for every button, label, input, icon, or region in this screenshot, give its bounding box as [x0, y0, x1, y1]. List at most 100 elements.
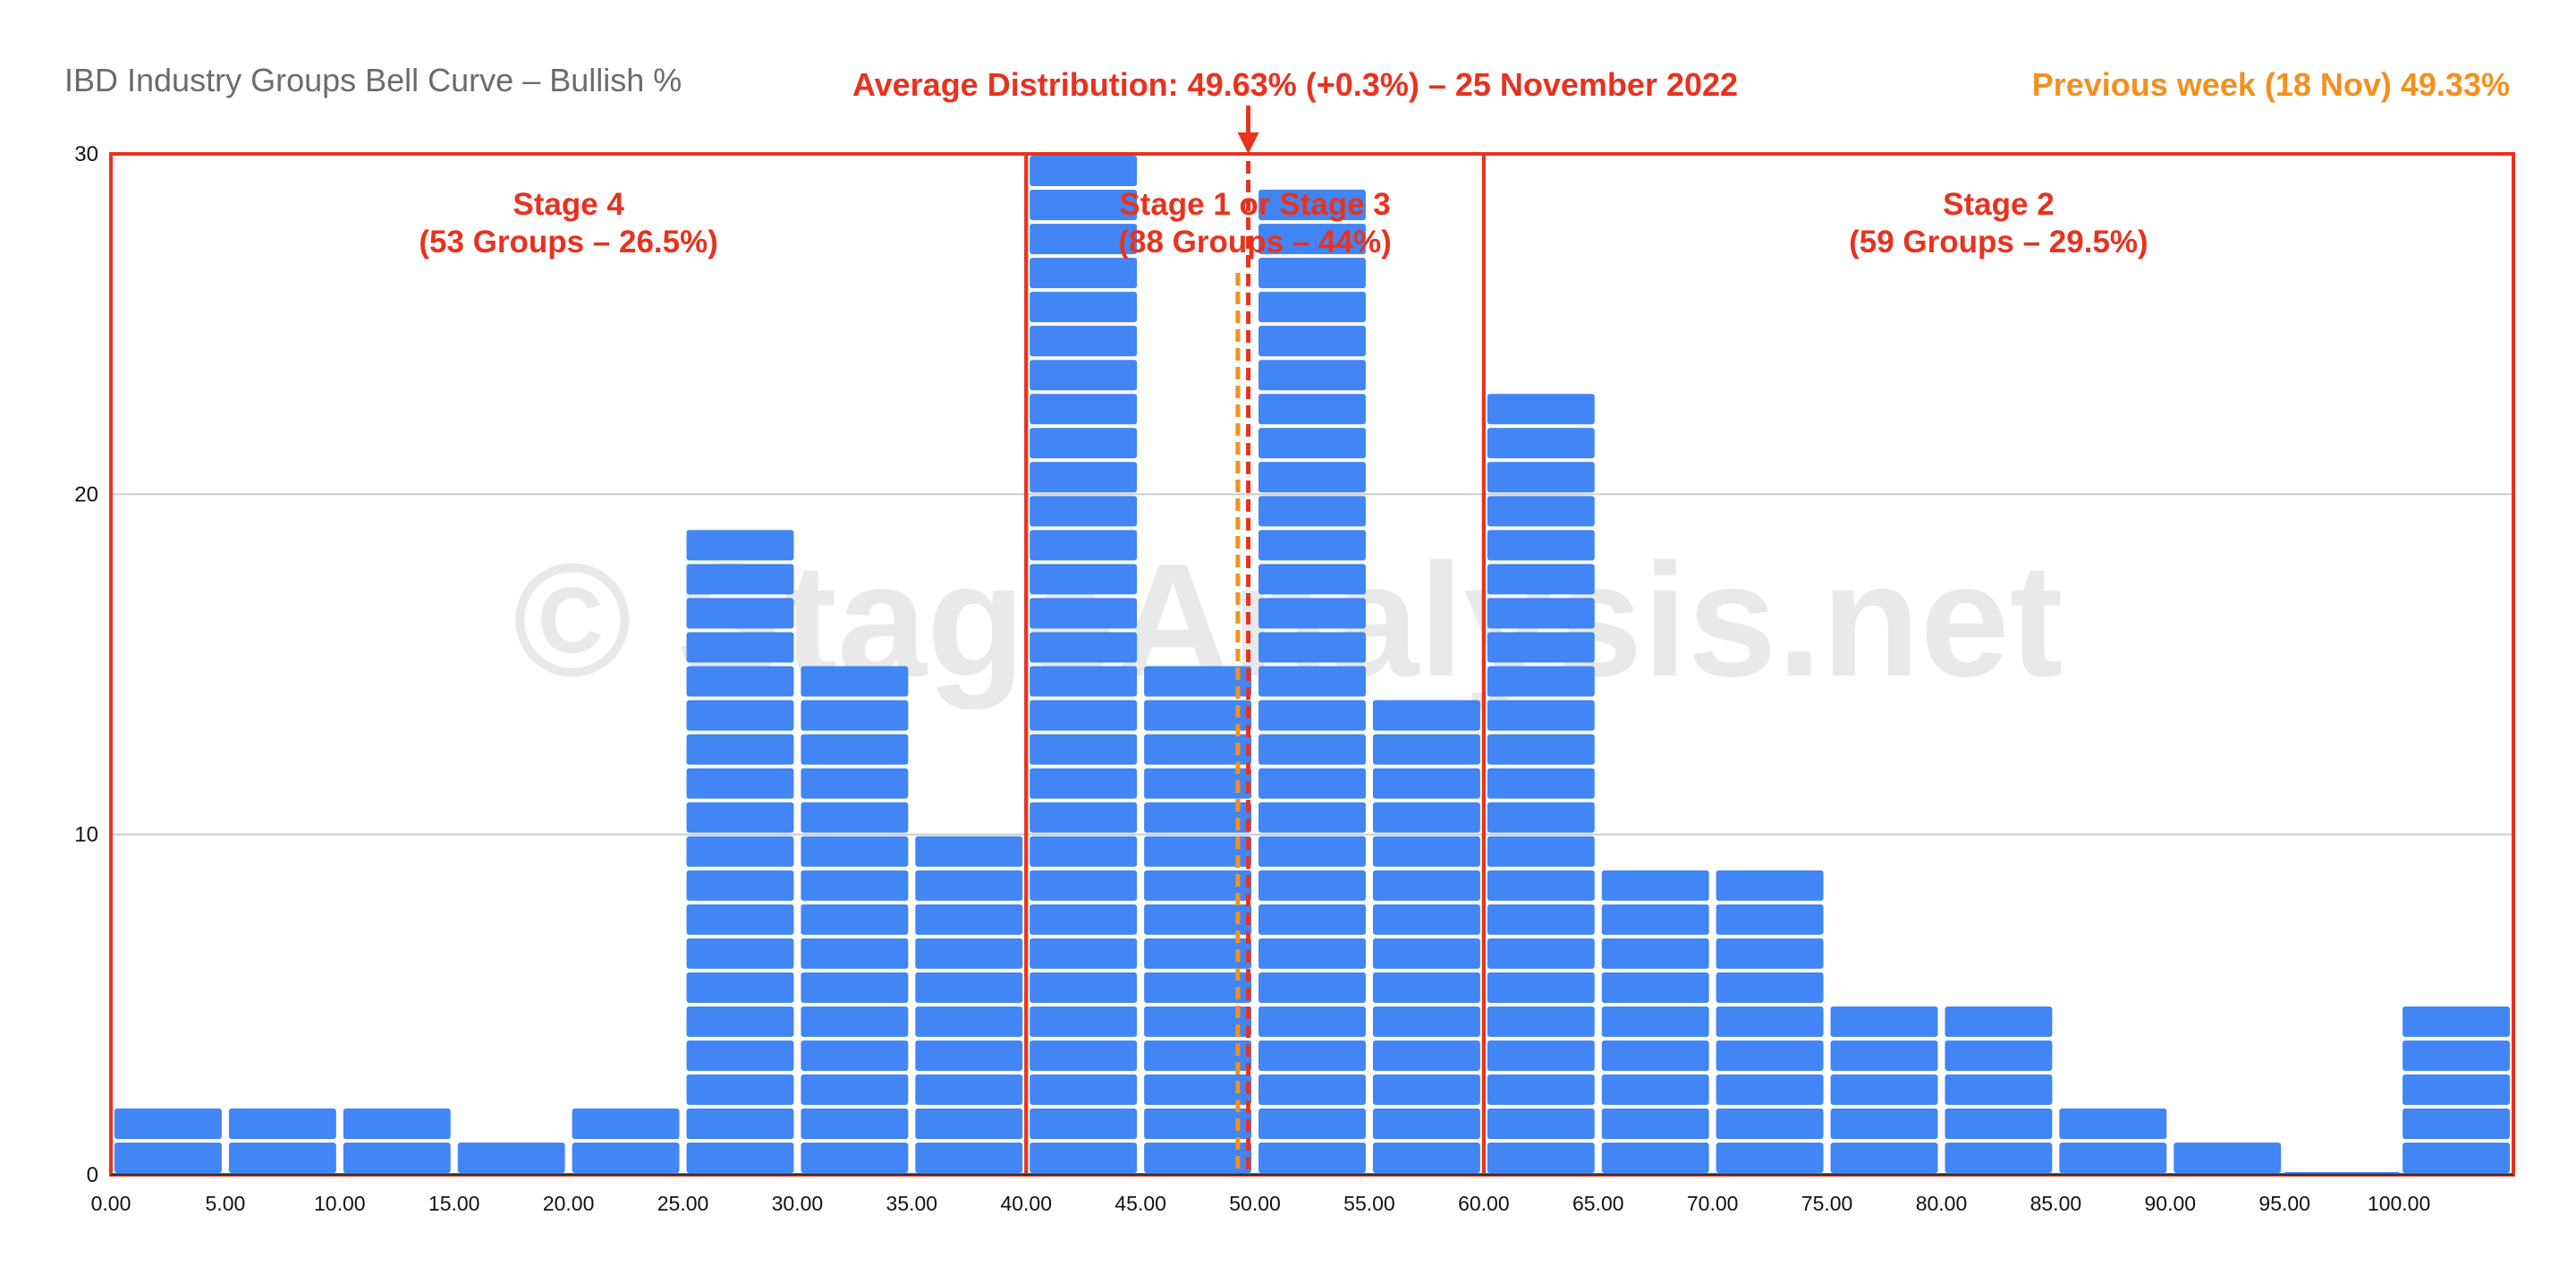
- histogram-bar-cell: [1030, 530, 1138, 561]
- histogram-bar-cell: [1716, 938, 1824, 969]
- histogram-bar-cell: [1487, 1074, 1595, 1105]
- histogram-bar-cell: [2402, 1040, 2510, 1071]
- histogram-bar-cell: [1258, 360, 1366, 391]
- histogram-bar: [1487, 394, 1595, 1173]
- histogram-bar-cell: [343, 1142, 451, 1173]
- histogram-bar-cell: [1601, 1040, 1709, 1071]
- histogram-bar: [343, 1108, 451, 1173]
- histogram-bar-cell: [1716, 904, 1824, 935]
- histogram-bar: [1830, 1006, 1938, 1173]
- histogram-bar-cell: [686, 598, 794, 629]
- histogram-bar-cell: [1372, 972, 1480, 1003]
- histogram-bar-cell: [1487, 564, 1595, 595]
- histogram-bar-cell: [1030, 972, 1138, 1003]
- histogram-bar-cell: [2059, 1142, 2167, 1173]
- histogram-bar-cell: [1030, 768, 1138, 799]
- histogram-bar-cell: [801, 1074, 909, 1105]
- histogram-bar-cell: [1144, 972, 1252, 1003]
- histogram-bar-cell: [1372, 734, 1480, 765]
- stage-detail-label: (53 Groups – 26.5%): [419, 225, 718, 259]
- histogram-bar-cell: [1601, 870, 1709, 901]
- histogram-bar-cell: [1258, 1040, 1366, 1071]
- histogram-bar-cell: [801, 802, 909, 833]
- histogram-bar-cell: [2059, 1108, 2167, 1139]
- histogram-bar-cell: [1487, 734, 1595, 765]
- x-tick-label: 75.00: [1801, 1192, 1853, 1215]
- histogram-bar-cell: [1030, 462, 1138, 493]
- histogram-bar-cell: [1487, 1006, 1595, 1037]
- histogram-bar: [2059, 1108, 2167, 1173]
- histogram-bar-cell: [1144, 1040, 1252, 1071]
- histogram-bar-cell: [686, 904, 794, 935]
- histogram-bar-cell: [801, 1108, 909, 1139]
- histogram-bar-cell: [1372, 1108, 1480, 1139]
- x-tick-label: 85.00: [2030, 1192, 2082, 1215]
- x-tick-label: 80.00: [1916, 1192, 1968, 1215]
- stage-detail-label: (88 Groups – 44%): [1118, 225, 1391, 259]
- histogram-bar-cell: [686, 1108, 794, 1139]
- histogram-bar-cell: [1487, 462, 1595, 493]
- y-tick-label: 10: [74, 823, 98, 847]
- histogram-bar-cell: [915, 904, 1023, 935]
- histogram-bar-cell: [1487, 496, 1595, 527]
- histogram-bar-cell: [915, 1040, 1023, 1071]
- chart-title: IBD Industry Groups Bell Curve – Bullish…: [64, 62, 682, 98]
- x-tick-label: 35.00: [886, 1192, 938, 1215]
- histogram-bar-cell: [1258, 972, 1366, 1003]
- histogram-bar-cell: [801, 1142, 909, 1173]
- histogram-bar: [1716, 870, 1824, 1173]
- histogram-bar-cell: [572, 1108, 680, 1139]
- histogram-bar-cell: [1258, 598, 1366, 629]
- histogram-bar-cell: [1487, 768, 1595, 799]
- histogram-bar-cell: [1030, 190, 1138, 221]
- x-tick-label: 70.00: [1687, 1192, 1739, 1215]
- x-tick-label: 65.00: [1572, 1192, 1624, 1215]
- histogram-bar-cell: [1144, 1108, 1252, 1139]
- histogram-bar-cell: [801, 1040, 909, 1071]
- histogram-bar: [228, 1108, 336, 1173]
- histogram-bar-cell: [1030, 394, 1138, 425]
- histogram-bar-cell: [1030, 802, 1138, 833]
- x-tick-label: 100.00: [2368, 1192, 2430, 1215]
- x-tick-label: 50.00: [1229, 1192, 1281, 1215]
- histogram-bar-cell: [114, 1108, 222, 1139]
- histogram-bar-cell: [1487, 1040, 1595, 1071]
- histogram-bar-cell: [1372, 1074, 1480, 1105]
- histogram-bar-cell: [1144, 734, 1252, 765]
- histogram-bar-cell: [1372, 1040, 1480, 1071]
- histogram-bar-cell: [1372, 836, 1480, 867]
- histogram-bar: [1258, 190, 1366, 1173]
- histogram-bar-cell: [801, 938, 909, 969]
- histogram-bar-cell: [1258, 666, 1366, 697]
- histogram-bar-cell: [1372, 802, 1480, 833]
- histogram-bar-cell: [1030, 1074, 1138, 1105]
- histogram-bar: [2402, 1006, 2510, 1173]
- histogram-bar-cell: [686, 1074, 794, 1105]
- x-tick-label: 90.00: [2145, 1192, 2197, 1215]
- histogram-bar-cell: [1487, 394, 1595, 425]
- histogram-bar-cell: [1258, 1006, 1366, 1037]
- histogram-bar-cell: [1030, 496, 1138, 527]
- histogram-bar-cell: [1487, 598, 1595, 629]
- histogram-bar-cell: [686, 666, 794, 697]
- histogram-bar-cell: [1487, 836, 1595, 867]
- histogram-bar-cell: [1487, 1108, 1595, 1139]
- histogram-bar-cell: [686, 972, 794, 1003]
- histogram-bar-cell: [1372, 700, 1480, 731]
- histogram-bar-cell: [1830, 1006, 1938, 1037]
- histogram-bar-cell: [1716, 972, 1824, 1003]
- histogram-bar-cell: [1601, 1142, 1709, 1173]
- histogram-bar-cell: [1716, 870, 1824, 901]
- histogram-bar-cell: [1258, 428, 1366, 459]
- histogram-bar-cell: [801, 870, 909, 901]
- histogram-bar-cell: [801, 972, 909, 1003]
- histogram-bar-cell: [686, 768, 794, 799]
- histogram-bar: [915, 836, 1023, 1173]
- histogram-bar-cell: [1258, 700, 1366, 731]
- histogram-bar-cell: [1487, 802, 1595, 833]
- histogram-bar-cell: [1258, 530, 1366, 561]
- histogram-bar-cell: [1716, 1006, 1824, 1037]
- previous-week-label: Previous week (18 Nov) 49.33%: [2032, 66, 2510, 103]
- x-tick-label: 95.00: [2258, 1192, 2310, 1215]
